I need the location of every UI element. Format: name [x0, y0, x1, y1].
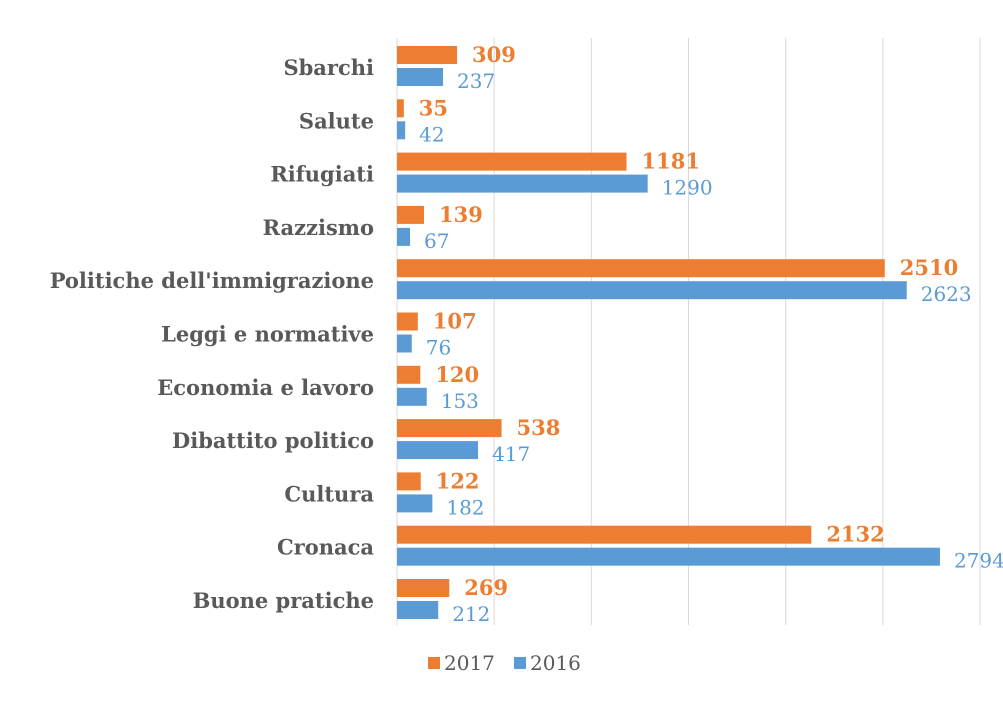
category-label: Razzismo	[263, 215, 374, 240]
bar-2017	[397, 312, 418, 331]
legend-label-2016: 2016	[530, 651, 581, 675]
data-label-2017: 269	[464, 575, 508, 600]
category-label: Rifugiati	[270, 162, 374, 187]
data-label-2017: 139	[439, 202, 483, 227]
bar-2017	[397, 419, 502, 438]
data-label-2017: 107	[433, 309, 477, 334]
bar-2017	[397, 99, 404, 118]
bar-2016	[397, 227, 411, 246]
category-label: Politiche dell'immigrazione	[50, 268, 374, 293]
bar-2016	[397, 387, 427, 406]
bar-2017	[397, 152, 627, 171]
bar-2016	[397, 334, 412, 353]
data-label-2016: 212	[452, 602, 490, 626]
data-label-2016: 67	[424, 229, 449, 253]
data-label-2016: 76	[426, 336, 451, 360]
bar-2016	[397, 441, 479, 460]
data-label-2016: 237	[457, 69, 495, 93]
data-label-2016: 417	[492, 442, 530, 466]
data-label-2016: 153	[441, 389, 479, 413]
bar-2017	[397, 579, 450, 597]
bar-2017	[397, 259, 885, 278]
category-label: Sbarchi	[283, 55, 374, 80]
bar-2017	[397, 365, 421, 384]
bar-2016	[397, 494, 433, 513]
data-label-2016: 2623	[921, 282, 972, 306]
legend-swatch-2016	[514, 657, 526, 669]
category-label: Economia e lavoro	[157, 375, 374, 400]
category-label: Cultura	[284, 481, 374, 506]
data-label-2017: 1181	[642, 149, 700, 174]
gridlines	[396, 38, 981, 625]
bar-2016	[397, 174, 648, 193]
data-label-2017: 120	[435, 362, 479, 387]
bar-2016	[397, 547, 940, 566]
legend: 2017 2016	[428, 651, 581, 675]
legend-label-2017: 2017	[444, 651, 495, 675]
data-label-2016: 42	[419, 122, 444, 146]
data-label-2017: 309	[472, 42, 516, 67]
bar-2017	[397, 525, 812, 544]
data-label-2016: 1290	[662, 176, 713, 200]
data-label-2017: 2132	[826, 522, 884, 547]
bar-2017	[397, 205, 425, 224]
category-label: Buone pratiche	[193, 588, 374, 613]
legend-swatch-2017	[428, 657, 440, 669]
bar-2016	[397, 68, 444, 86]
data-label-2016: 2794	[954, 549, 1003, 573]
bar-2016	[397, 601, 439, 619]
data-label-2017: 122	[436, 468, 480, 493]
bar-2016	[397, 121, 406, 140]
data-label-2017: 35	[419, 95, 448, 120]
data-label-2017: 2510	[900, 255, 958, 280]
data-label-2016: 182	[446, 495, 484, 519]
category-label: Dibattito politico	[172, 428, 374, 453]
category-label: Salute	[299, 108, 374, 133]
category-label: Cronaca	[277, 535, 374, 560]
bars	[397, 46, 940, 619]
bar-2017	[397, 46, 458, 64]
data-label-2017: 538	[517, 415, 561, 440]
category-label: Leggi e normative	[161, 322, 374, 347]
bar-2017	[397, 472, 421, 491]
bar-2016	[397, 281, 907, 300]
